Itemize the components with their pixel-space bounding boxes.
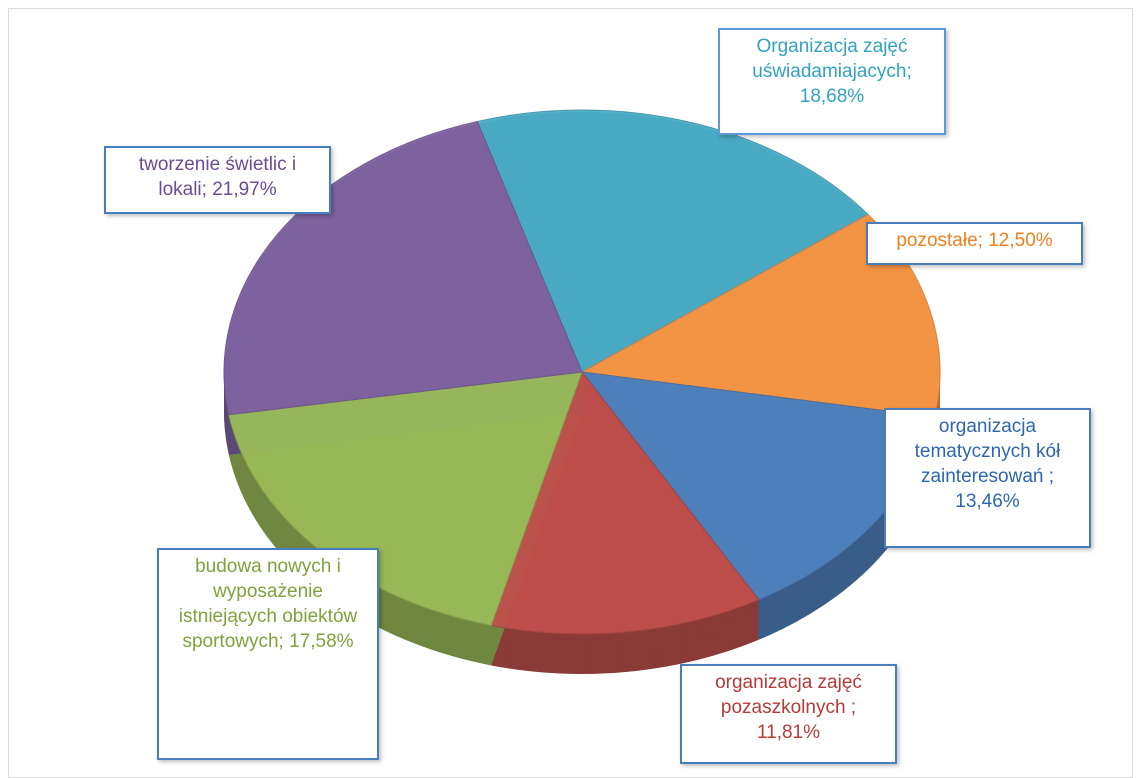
slice <box>490 370 760 635</box>
data-label: tworzenie świetlic i lokali; 21,97% <box>104 146 331 214</box>
slice <box>476 109 869 373</box>
data-label: Organizacja zajęć uświadamiajacych; 18,6… <box>718 28 946 135</box>
data-label: organizacja tematycznych kół zainteresow… <box>884 408 1091 548</box>
slice <box>223 120 583 416</box>
data-label: budowa nowych i wyposażenie istniejących… <box>157 548 379 760</box>
data-label: organizacja zajęć pozaszkolnych ; 11,81% <box>680 664 897 764</box>
data-label: pozostałe; 12,50% <box>866 222 1083 265</box>
